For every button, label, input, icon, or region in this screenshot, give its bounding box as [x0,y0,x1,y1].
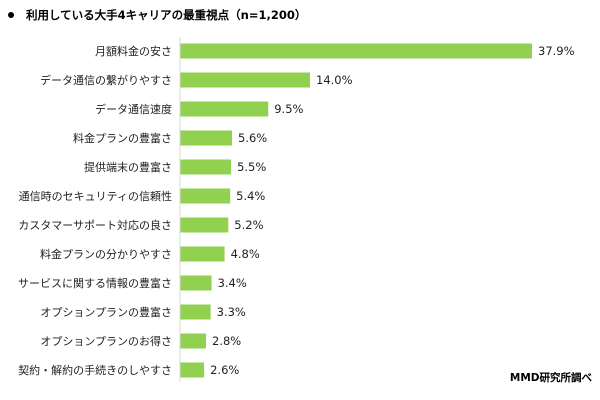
bar [180,246,225,262]
bar [180,362,205,378]
bar [180,72,311,88]
category-label: カスタマーサポート対応の良さ [18,218,172,232]
chart-title-row: 利用している大手4キャリアの最重視点（n=1,200） [8,7,306,23]
bar [180,275,212,291]
value-label: 5.5% [237,160,266,174]
category-label: サービスに関する情報の豊富さ [18,276,172,290]
bar [180,304,211,320]
bar [180,101,269,117]
bar [180,217,229,233]
value-label: 2.6% [210,363,239,377]
category-label: 契約・解約の手続きのしやすさ [18,363,172,377]
bar [180,159,232,175]
category-label: 料金プランの分かりやすさ [40,247,172,261]
category-label: 月額料金の安さ [95,44,172,58]
value-label: 3.4% [218,276,247,290]
value-label: 3.3% [217,305,246,319]
bar [180,333,207,349]
category-label: データ通信速度 [95,102,172,116]
category-label: 料金プランの豊富さ [73,131,172,145]
value-label: 4.8% [231,247,260,261]
category-label: オプションプランのお得さ [40,335,172,348]
category-label: データ通信の繋がりやすさ [40,73,172,87]
value-label: 14.0% [316,73,353,87]
value-label: 5.2% [234,218,263,232]
value-label: 9.5% [274,102,303,116]
bar [180,188,231,204]
category-label: 提供端末の豊富さ [84,160,172,174]
source-credit: MMD研究所調べ [509,372,592,384]
chart-title: 利用している大手4キャリアの最重視点（n=1,200） [26,8,307,22]
category-label: オプションプランの豊富さ [40,305,172,319]
value-label: 2.8% [212,334,241,348]
value-label: 5.4% [236,189,265,203]
category-label: 通信時のセキュリティの信頼性 [19,189,172,203]
bar [180,43,532,59]
value-label: 5.6% [238,131,267,145]
value-label: 37.9% [538,44,575,58]
bullet-icon [8,12,14,18]
bar [180,130,233,146]
